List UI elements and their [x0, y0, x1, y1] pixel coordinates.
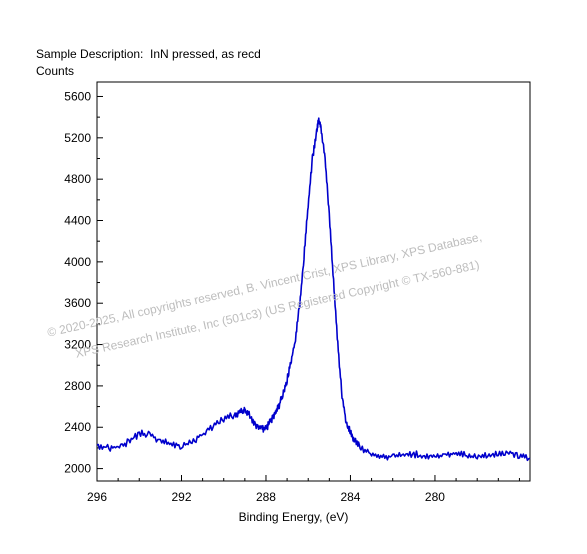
- x-tick-label: 292: [171, 490, 191, 504]
- y-tick-label: 4800: [64, 172, 91, 186]
- y-tick-label: 2800: [64, 379, 91, 393]
- y-tick-label: 5600: [64, 89, 91, 103]
- x-tick-label: 284: [340, 490, 360, 504]
- y-tick-label: 5200: [64, 131, 91, 145]
- x-axis-ticks: 296 292 288 284 280: [87, 475, 520, 504]
- x-axis-label: Binding Energy, (eV): [238, 510, 349, 524]
- y-tick-label: 2400: [64, 420, 91, 434]
- y-tick-label: 3200: [64, 338, 91, 352]
- y-tick-label: 3600: [64, 296, 91, 310]
- x-tick-label: 288: [256, 490, 276, 504]
- spectrum-line: [96, 117, 531, 462]
- plot-frame: [96, 81, 531, 482]
- chart-title: Sample Description: InN pressed, as recd: [36, 47, 261, 61]
- y-tick-label: 2000: [64, 462, 91, 476]
- y-tick-label: 4000: [64, 255, 91, 269]
- y-tick-label: 4400: [64, 214, 91, 228]
- y-axis-label: Counts: [36, 64, 75, 78]
- x-tick-label: 296: [87, 490, 107, 504]
- x-tick-label: 280: [425, 490, 445, 504]
- y-axis-ticks: 2000 2400 2800 3200 3600 4000 4400 4800 5200 5600: [64, 89, 103, 476]
